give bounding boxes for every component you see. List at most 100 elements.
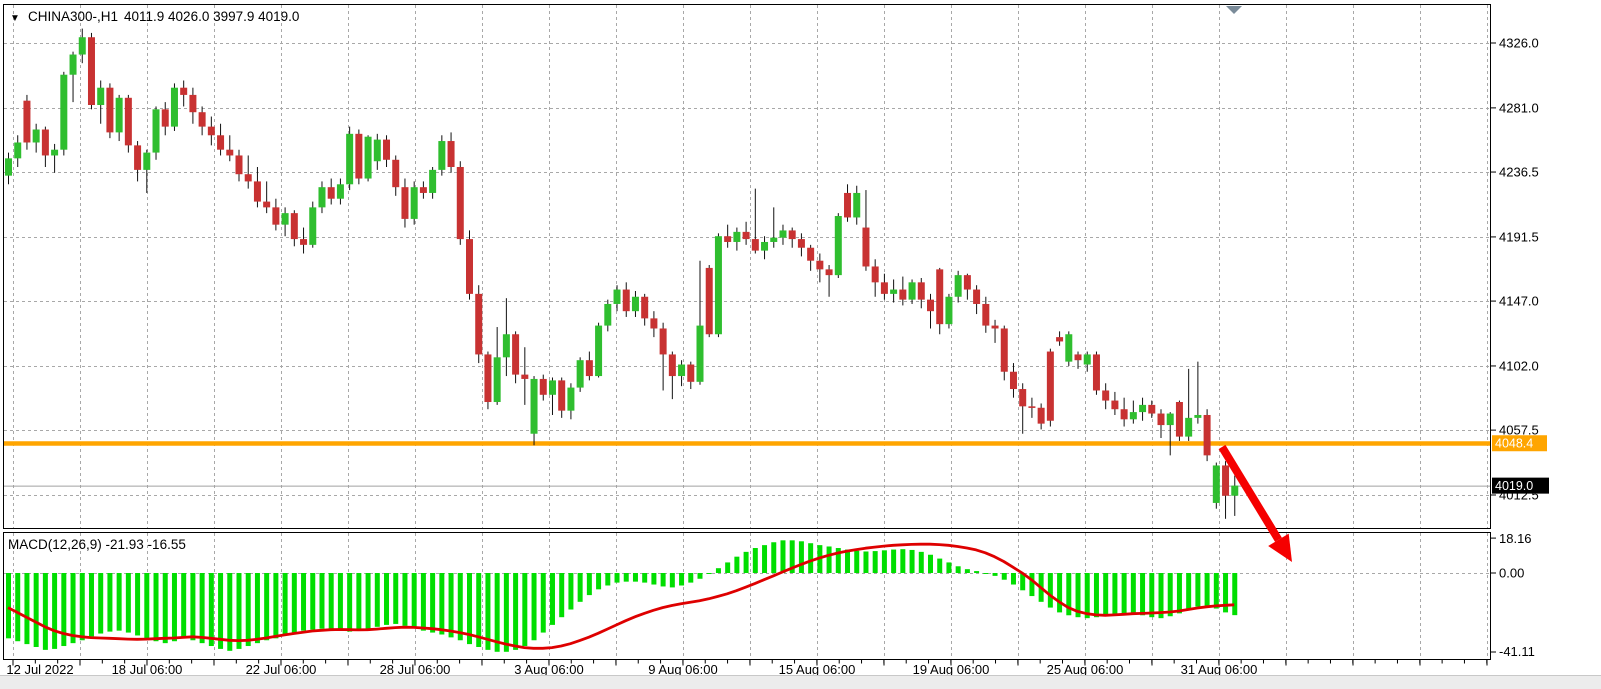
price-axis: 4326.0 4281.0 4236.5 4191.5 4147.0 4102.0 4057… [1490, 36, 1539, 503]
candle [161, 109, 169, 127]
window-footer-strip [0, 675, 1601, 689]
candle [502, 334, 510, 358]
candle [1102, 390, 1110, 401]
price-grid [4, 5, 1490, 528]
candle [1019, 389, 1027, 407]
trend-arrow[interactable] [1218, 444, 1292, 562]
macd-bar [1232, 573, 1238, 616]
candle [106, 87, 114, 133]
candle [1111, 400, 1119, 410]
hline-price-tag: 4048.4 [1495, 437, 1533, 451]
candle [152, 109, 160, 153]
candle [521, 374, 529, 379]
macd-bar [125, 573, 131, 633]
macd-bar [199, 573, 205, 644]
candle [180, 87, 188, 95]
candle [392, 159, 400, 188]
macd-bar [918, 551, 924, 573]
current-bar-marker-icon [1226, 6, 1242, 14]
macd-bar [642, 573, 648, 583]
macd-bar [762, 545, 768, 573]
candle [899, 289, 907, 300]
price-axis-label: 4147.0 [1499, 294, 1539, 309]
macd-bar [605, 573, 611, 586]
candle [1231, 485, 1239, 496]
macd-bar [734, 556, 740, 573]
candle [346, 133, 354, 185]
candle [641, 296, 649, 319]
candle [622, 289, 630, 312]
macd-bar [1066, 573, 1072, 616]
macd-bar [964, 569, 970, 573]
candle [1203, 414, 1211, 456]
candle [466, 239, 473, 294]
candle [595, 325, 603, 377]
macd-bar [937, 558, 943, 573]
candle [1037, 407, 1045, 424]
candle [1074, 354, 1082, 361]
macd-bar [1057, 573, 1063, 613]
candle [14, 142, 22, 159]
candle [668, 354, 676, 377]
candle [1157, 413, 1165, 426]
price-chart-surface[interactable] [3, 4, 1491, 529]
candle [336, 184, 344, 199]
macd-bar [780, 540, 786, 573]
horizontal-line-4048[interactable] [4, 441, 1490, 446]
candle [678, 364, 686, 377]
candle [862, 227, 870, 267]
macd-bar [623, 573, 629, 582]
macd-bar [291, 573, 297, 633]
time-axis-label: 9 Aug 06:00 [648, 662, 717, 677]
candle [1065, 334, 1073, 362]
candle [539, 378, 547, 395]
chart-title-symbol: CHINA300-,H1 [28, 9, 118, 24]
macd-bar [513, 573, 519, 650]
candle [1083, 354, 1091, 365]
macd-bar [70, 573, 76, 644]
candle [770, 237, 778, 242]
macd-bar [577, 573, 583, 602]
candle [1185, 417, 1193, 437]
macd-bar [669, 573, 675, 588]
candle [1028, 406, 1036, 408]
candle [1148, 404, 1156, 414]
candle [318, 187, 326, 208]
candle [1222, 465, 1230, 496]
macd-bar [420, 573, 426, 631]
price-tags: 4048.4 4019.0 [1492, 435, 1549, 494]
candle [871, 266, 879, 283]
macd-bar [476, 573, 482, 647]
macd-bar [697, 573, 703, 579]
macd-bar [1047, 573, 1053, 608]
macd-bar [632, 573, 638, 582]
macd-bar [549, 573, 555, 625]
macd-bar [1140, 573, 1146, 616]
candle [456, 166, 464, 240]
candle [890, 289, 898, 294]
candle [963, 275, 971, 290]
macd-bar [254, 573, 260, 644]
macd-bar [439, 573, 445, 635]
macd-bar [1213, 573, 1219, 609]
macd-bar [928, 554, 933, 573]
macd-bar [863, 551, 869, 573]
macd-bar [725, 562, 731, 573]
candle [1175, 402, 1183, 437]
candle [585, 360, 593, 377]
candle [1092, 354, 1100, 391]
candle [558, 380, 566, 411]
candle [134, 145, 142, 170]
symbol-dropdown-icon[interactable]: ▼ [10, 13, 20, 24]
candle [650, 318, 658, 329]
time-axis-label: 31 Aug 06:00 [1181, 662, 1258, 677]
macd-bar [116, 573, 122, 631]
macd-bar [153, 573, 159, 642]
candle [493, 357, 501, 403]
macd-bar [679, 573, 685, 586]
candle [143, 152, 151, 170]
macd-bar [208, 573, 214, 647]
candle [1129, 412, 1137, 420]
macd-bar [365, 573, 371, 629]
